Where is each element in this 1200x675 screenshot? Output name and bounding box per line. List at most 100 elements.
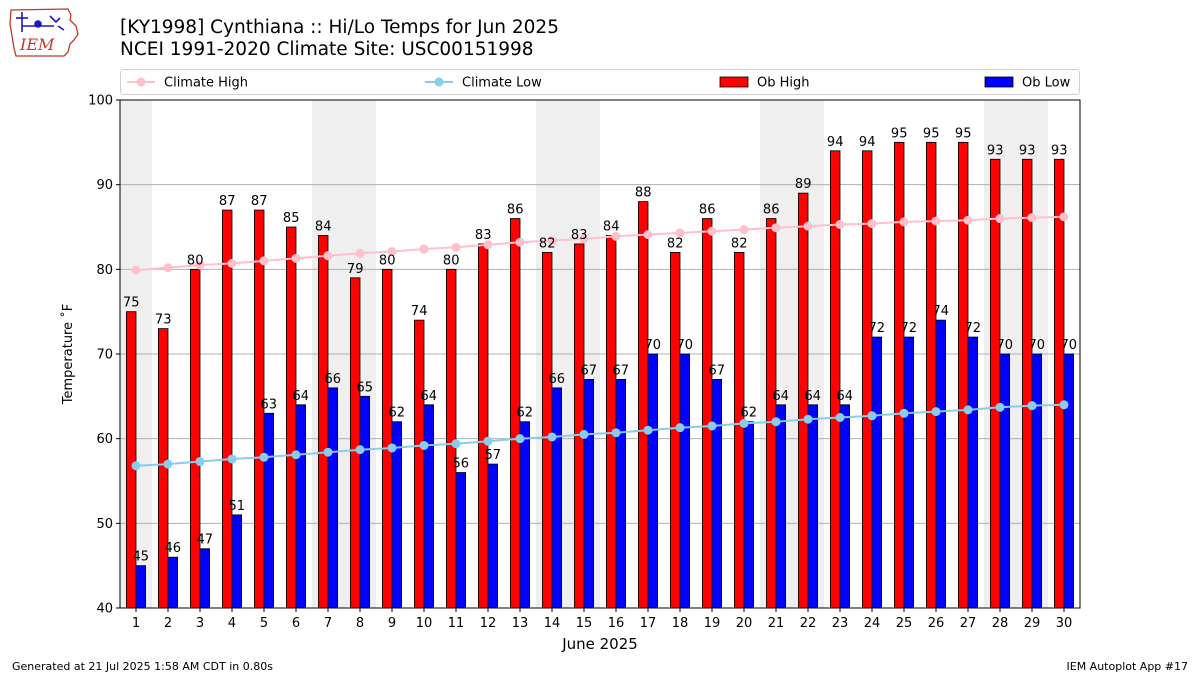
climate-low-point	[899, 408, 909, 418]
x-tick-label: 10	[416, 616, 433, 631]
ob-low-value-label: 45	[133, 550, 150, 565]
climate-low-point	[419, 440, 429, 450]
y-tick-label: 100	[88, 94, 113, 109]
ob-low-bar	[583, 378, 595, 609]
legend-climate-low-marker	[434, 77, 444, 87]
climate-low-point	[1027, 401, 1037, 411]
ob-high-bar	[1054, 158, 1065, 609]
x-tick-label: 25	[896, 616, 913, 631]
ob-low-value-label: 62	[517, 406, 534, 421]
ob-high-bar	[413, 319, 425, 609]
ob-high-bar	[285, 226, 297, 609]
ob-high-value-label: 75	[123, 296, 140, 311]
y-tick-label: 70	[96, 348, 113, 363]
ob-high-value-label: 88	[635, 186, 652, 201]
ob-high-value-label: 83	[571, 228, 588, 243]
ob-low-value-label: 46	[165, 541, 182, 556]
climate-low-point	[739, 418, 749, 428]
ob-low-value-label: 70	[645, 338, 662, 353]
climate-low-point	[963, 405, 973, 415]
ob-low-value-label: 70	[1061, 338, 1078, 353]
ob-low-bar	[935, 319, 947, 609]
logo-text: IEM	[19, 35, 55, 54]
ob-low-value-label: 57	[485, 448, 502, 463]
ob-low-value-label: 62	[389, 406, 406, 421]
ob-low-value-label: 72	[965, 321, 982, 336]
ob-low-value-label: 56	[453, 457, 470, 472]
climate-low-line	[135, 403, 1065, 467]
climate-high-point	[515, 237, 525, 247]
gridlines	[120, 184, 1080, 524]
climate-low-point	[771, 417, 781, 427]
y-tick-label: 50	[96, 517, 113, 532]
ob-low-value-label: 64	[293, 389, 310, 404]
bars	[126, 141, 1075, 609]
ob-low-bar	[839, 404, 851, 609]
x-tick-label: 1	[132, 616, 140, 631]
x-axis-label: June 2025	[561, 635, 638, 653]
x-tick-label: 24	[864, 616, 881, 631]
climate-low-point	[259, 452, 269, 462]
climate-low-point	[483, 436, 493, 446]
ob-low-value-label: 74	[933, 304, 950, 319]
ob-high-value-label: 87	[219, 194, 236, 209]
ob-high-value-label: 83	[475, 228, 492, 243]
climate-high-point	[707, 226, 717, 236]
climate-high-point	[131, 265, 141, 275]
climate-low-point	[163, 459, 173, 469]
x-tick-label: 11	[448, 616, 465, 631]
climate-high-point	[579, 234, 589, 244]
ob-low-value-label: 66	[325, 372, 342, 387]
climate-low-point	[835, 413, 845, 422]
climate-high-point	[227, 258, 237, 268]
x-tick-label: 3	[196, 616, 204, 631]
ob-low-bar	[871, 336, 883, 609]
x-tick-label: 5	[260, 616, 268, 631]
ob-high-value-label: 93	[987, 143, 1004, 158]
climate-high-point	[611, 231, 621, 241]
legend-ob-low-swatch	[984, 76, 1014, 88]
ob-high-bar	[381, 268, 393, 609]
ob-high-bar	[990, 158, 1001, 609]
ob-high-bar	[766, 218, 777, 609]
ob-high-bar	[926, 141, 937, 609]
climate-high-point	[259, 256, 269, 266]
ob-high-value-label: 86	[699, 203, 716, 218]
legend-box	[120, 69, 1080, 95]
legend-climate-low-label: Climate Low	[462, 76, 542, 91]
climate-high-point	[483, 240, 493, 250]
ob-low-bar	[679, 353, 691, 609]
climate-high-point	[387, 247, 397, 257]
ob-high-value-label: 87	[251, 194, 268, 209]
ob-high-value-label: 86	[763, 203, 780, 218]
ob-high-bar	[349, 277, 361, 609]
climate-low-point	[867, 411, 877, 421]
ob-high-value-label: 95	[923, 126, 940, 141]
ob-low-value-label: 70	[1029, 338, 1046, 353]
x-tick-label: 18	[672, 616, 689, 631]
climate-high-point	[323, 251, 333, 261]
climate-high-point	[867, 219, 877, 229]
ob-low-bar	[1031, 353, 1043, 609]
ob-high-value-label: 85	[283, 211, 300, 226]
ob-low-value-label: 67	[709, 363, 726, 378]
climate-low-point	[227, 454, 237, 464]
ob-high-value-label: 86	[507, 203, 524, 218]
ob-low-value-label: 70	[677, 338, 694, 353]
iem-logo: IEM	[9, 8, 79, 57]
ob-high-bar	[1022, 158, 1033, 609]
ob-high-value-label: 84	[603, 219, 620, 234]
climate-high-line	[135, 215, 1065, 272]
ob-low-bar	[455, 472, 467, 609]
climate-high-point	[419, 244, 429, 254]
ob-low-bar	[711, 378, 723, 609]
climate-low-point	[579, 429, 589, 439]
chart-subtitle: NCEI 1991-2020 Climate Site: USC00151998	[120, 39, 534, 60]
climate-low-point	[995, 402, 1005, 412]
x-tick-label: 16	[608, 616, 625, 631]
climate-high-point	[899, 217, 909, 227]
ob-low-value-label: 51	[229, 499, 246, 514]
climate-low-point	[707, 421, 717, 431]
ob-high-value-label: 94	[859, 135, 876, 150]
